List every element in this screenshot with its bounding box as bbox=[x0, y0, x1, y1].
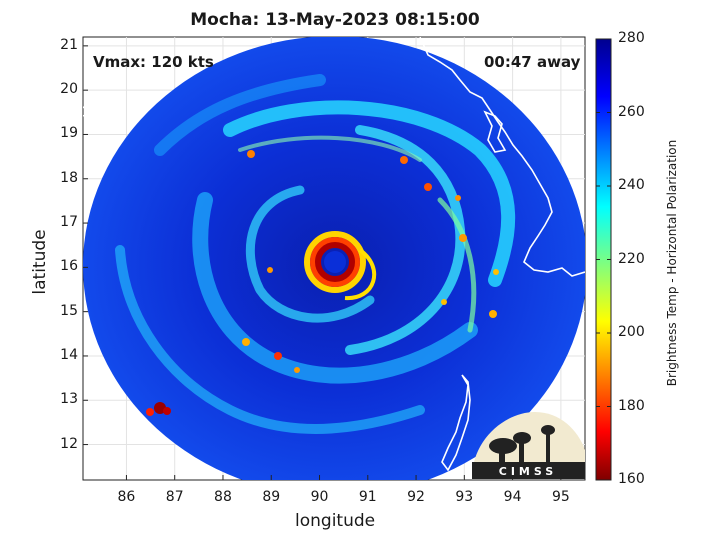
x-tick-label: 95 bbox=[551, 489, 570, 505]
x-tick-label: 92 bbox=[407, 489, 425, 505]
x-tick-label: 91 bbox=[358, 489, 377, 505]
colorbar-tick-label: 200 bbox=[618, 324, 645, 340]
x-tick-label: 89 bbox=[262, 489, 281, 505]
y-tick-label: 20 bbox=[60, 81, 78, 98]
cimss-logo bbox=[472, 412, 585, 479]
colorbar-label: Brightness Temp - Horizontal Polarizatio… bbox=[665, 139, 679, 387]
coastlines bbox=[83, 37, 585, 472]
x-tick-label: 93 bbox=[455, 489, 474, 505]
x-axis-label: longitude bbox=[295, 511, 376, 531]
x-tick-label: 94 bbox=[503, 489, 522, 505]
x-tick-label: 88 bbox=[214, 489, 232, 505]
rain-bands bbox=[115, 74, 516, 434]
colorbar-tick-label: 220 bbox=[618, 250, 645, 267]
colorbar-tick-label: 240 bbox=[618, 177, 645, 193]
y-tick-label: 12 bbox=[60, 435, 78, 452]
y-axis-label: latitude bbox=[30, 229, 50, 295]
colorbar-tick-label: 280 bbox=[618, 30, 645, 46]
vmax-label: Vmax: 120 kts bbox=[93, 53, 214, 71]
x-tick-label: 87 bbox=[165, 489, 184, 505]
figure-title: Mocha: 13-May-2023 08:15:00 bbox=[190, 10, 480, 30]
y-tick-label: 21 bbox=[60, 36, 78, 53]
colorbar-tick-label: 260 bbox=[618, 103, 645, 120]
colorbar-ticks bbox=[596, 38, 611, 481]
axis-ticks bbox=[83, 45, 562, 480]
y-tick-label: 14 bbox=[60, 346, 78, 363]
y-tick-label: 15 bbox=[60, 302, 78, 319]
colorbar-tick-label: 180 bbox=[618, 397, 645, 414]
y-tick-label: 17 bbox=[60, 214, 78, 231]
y-tick-label: 18 bbox=[60, 169, 78, 186]
x-tick-label: 86 bbox=[117, 489, 136, 505]
swath-imagery bbox=[83, 37, 585, 480]
y-tick-label: 16 bbox=[60, 258, 78, 275]
x-tick-label: 90 bbox=[310, 489, 329, 505]
y-tick-label: 19 bbox=[60, 125, 78, 142]
colorbar-tick-label: 160 bbox=[618, 471, 645, 487]
y-tick-label: 13 bbox=[60, 391, 78, 408]
hurricane-eye bbox=[304, 231, 377, 301]
logo-text: CIMSS bbox=[499, 465, 557, 478]
convective-cells bbox=[146, 150, 499, 416]
time-away-label: 00:47 away bbox=[484, 53, 581, 71]
